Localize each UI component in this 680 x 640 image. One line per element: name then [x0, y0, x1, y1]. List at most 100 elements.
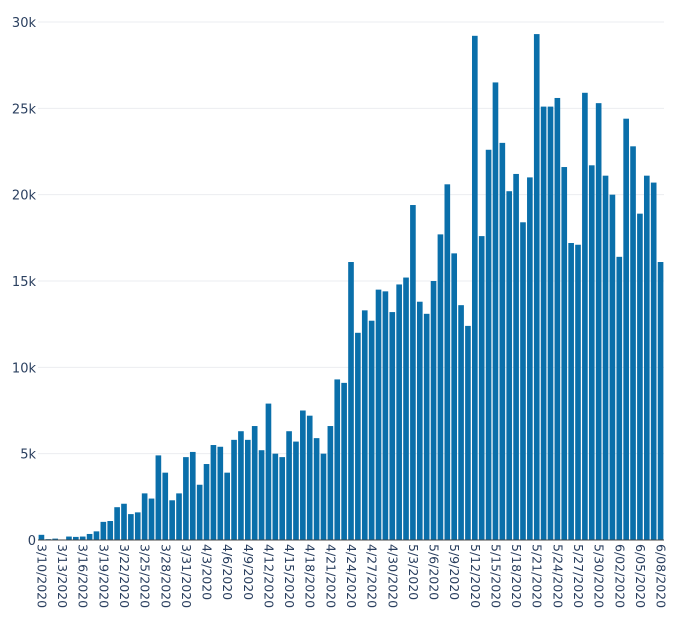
- bar: [513, 173, 519, 540]
- bar: [100, 521, 107, 540]
- bar: [66, 536, 72, 540]
- y-tick-label: 0: [28, 534, 36, 549]
- bar: [616, 256, 623, 540]
- x-tick-label: 3/10/2020: [34, 544, 49, 608]
- bar: [375, 289, 382, 540]
- x-tick-label: 3/31/2020: [179, 544, 194, 608]
- bar: [210, 445, 217, 540]
- bar: [162, 472, 169, 540]
- x-tick-label: 4/9/2020: [241, 544, 256, 600]
- x-tick-label: 6/02/2020: [612, 544, 627, 608]
- bar: [637, 213, 643, 540]
- bar: [547, 106, 554, 541]
- bar: [595, 103, 602, 541]
- bar: [588, 165, 595, 540]
- x-tick-label: 5/27/2020: [571, 544, 586, 608]
- x-tick-label: 3/16/2020: [76, 544, 91, 608]
- y-tick-label: 25k: [12, 102, 37, 117]
- x-tick-label: 5/18/2020: [509, 544, 524, 608]
- bar: [272, 453, 279, 540]
- bar: [73, 536, 79, 540]
- bar: [258, 450, 265, 540]
- bar: [293, 441, 299, 540]
- bar: [609, 194, 616, 541]
- bar: [437, 234, 444, 540]
- bar: [128, 514, 134, 540]
- bar: [382, 291, 389, 540]
- bar: [334, 379, 341, 540]
- x-tick-label: 4/6/2020: [220, 544, 235, 600]
- bar: [602, 175, 609, 541]
- x-tick-label: 4/21/2020: [323, 544, 338, 608]
- x-tick-label: 5/24/2020: [550, 544, 565, 608]
- bars: [38, 34, 664, 541]
- x-tick-label: 3/19/2020: [96, 544, 111, 608]
- bar: [575, 244, 581, 541]
- x-tick-label: 5/30/2020: [592, 544, 607, 608]
- bar: [478, 236, 485, 541]
- bar: [300, 410, 306, 540]
- x-tick-label: 6/05/2020: [633, 544, 648, 608]
- x-axis: 3/10/2020 3/13/2020 3/16/2020 3/19/2020 3/22…: [34, 539, 669, 608]
- bar: [244, 439, 251, 540]
- bar: [568, 243, 574, 540]
- bar: [183, 457, 189, 540]
- bar: [499, 142, 506, 540]
- x-tick-label: 5/15/2020: [488, 544, 503, 608]
- y-axis: 0 5k 10k 15k 20k 25k 30k: [12, 16, 37, 549]
- bar: [86, 533, 93, 540]
- bar: [114, 507, 120, 540]
- bar: [134, 512, 141, 540]
- y-tick-label: 10k: [12, 361, 37, 376]
- bar: [251, 426, 258, 540]
- bar: [121, 503, 127, 540]
- x-tick-label: 3/22/2020: [117, 544, 132, 608]
- x-tick-label: 4/30/2020: [385, 544, 400, 608]
- bar: [265, 403, 272, 540]
- y-tick-label: 15k: [12, 275, 37, 290]
- bar: [355, 332, 361, 540]
- bar: [451, 253, 458, 540]
- bar: [561, 167, 568, 541]
- bar: [623, 118, 629, 540]
- x-tick-label: 4/12/2020: [261, 544, 276, 608]
- bar: [582, 92, 588, 540]
- y-tick-label: 30k: [12, 16, 37, 31]
- bar: [368, 320, 375, 540]
- bar: [396, 284, 402, 540]
- bar: [238, 431, 244, 540]
- bar: [320, 453, 327, 540]
- x-tick-label: 5/21/2020: [530, 544, 545, 608]
- bar: [650, 182, 657, 540]
- x-tick-label: 3/28/2020: [158, 544, 173, 608]
- bar: [52, 538, 59, 540]
- x-tick-label: 5/12/2020: [468, 544, 483, 608]
- bar: [231, 439, 237, 540]
- bar: [148, 498, 155, 540]
- x-tick-label: 4/15/2020: [282, 544, 297, 608]
- bar: [155, 455, 162, 540]
- bar: [520, 222, 526, 541]
- bar: [533, 34, 540, 541]
- x-tick-label: 3/25/2020: [138, 544, 153, 608]
- bar: [313, 438, 320, 540]
- bar: [444, 184, 451, 540]
- bar: [286, 431, 292, 540]
- bar: [38, 534, 45, 540]
- bar: [485, 149, 492, 540]
- y-tick-label: 5k: [20, 448, 36, 463]
- x-tick-label: 3/13/2020: [55, 544, 70, 608]
- bar: [79, 536, 86, 540]
- bar: [540, 106, 547, 541]
- bar: [430, 281, 437, 540]
- bar: [196, 484, 203, 540]
- bar: [189, 451, 196, 540]
- bar: [341, 382, 347, 540]
- bar: [279, 457, 286, 540]
- bar: [527, 177, 533, 540]
- bar: [657, 262, 664, 540]
- x-tick-label: 5/9/2020: [447, 544, 462, 600]
- bar: [176, 493, 182, 540]
